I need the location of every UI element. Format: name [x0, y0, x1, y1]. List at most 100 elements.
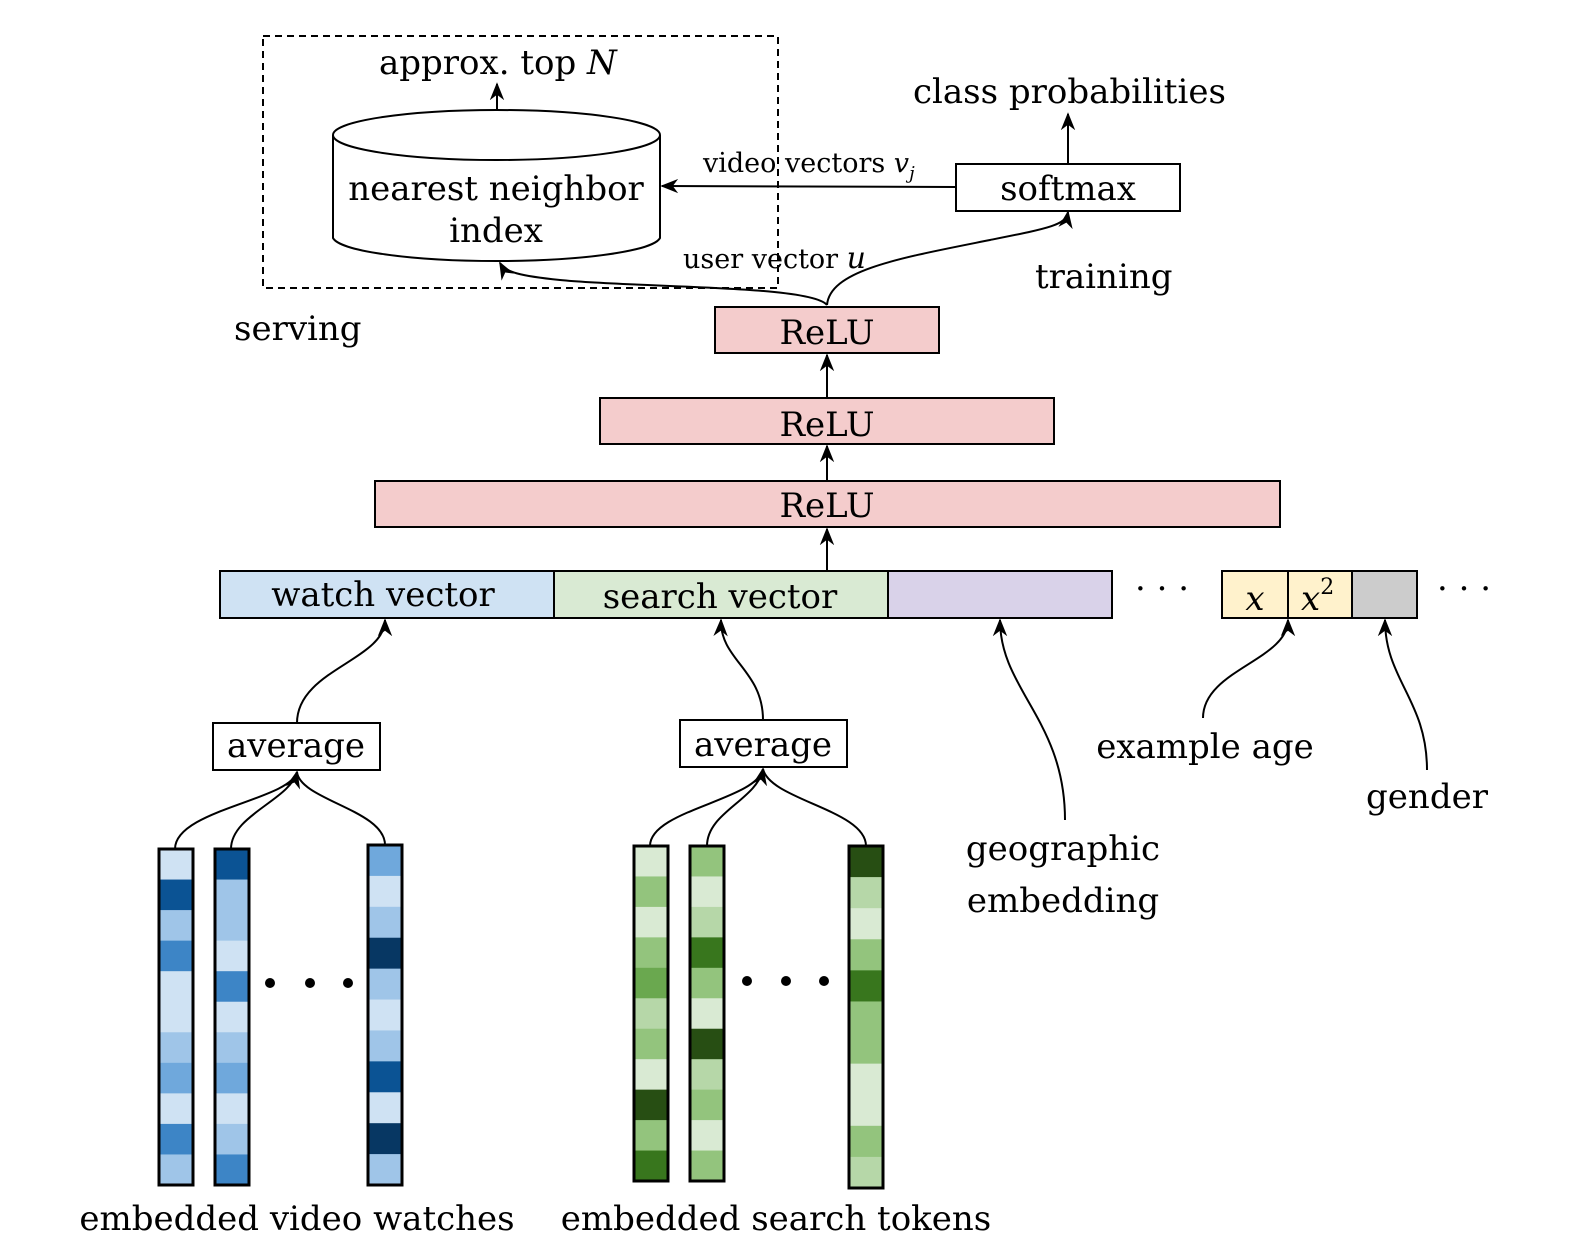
arrow-watch1-to-average: [174, 770, 300, 850]
user-vector-label: user vector u: [683, 241, 866, 276]
index-label-line2: index: [449, 211, 543, 251]
embedding-cell: [215, 879, 249, 911]
embedding-cell: [159, 879, 193, 911]
gender-segment: [1351, 570, 1418, 619]
average-box-watches: [212, 722, 381, 771]
arrow-search1-to-average: [649, 767, 767, 847]
embedded-search-tokens-caption: embedded search tokens: [561, 1199, 992, 1239]
embedding-cell: [159, 849, 193, 881]
embedding-cell: [368, 1123, 402, 1155]
embedding-cell: [368, 937, 402, 970]
embedding-cell: [849, 970, 883, 1002]
search-vector-label: search vector: [603, 577, 838, 617]
embedding-cell: [849, 1094, 883, 1127]
embedding-cell: [849, 877, 883, 909]
video-vectors-label: video vectors vj: [702, 148, 915, 184]
embedding-cell: [215, 1093, 249, 1125]
arrow-search2-to-average: [706, 768, 764, 847]
embedding-cell: [215, 971, 249, 1003]
user-vector-to-index-arrow: [499, 261, 828, 306]
embedding-cell: [368, 845, 402, 877]
relu-label: ReLU: [779, 486, 874, 526]
embedding-cell: [215, 849, 249, 881]
embedding-cell: [159, 971, 193, 1003]
geographic-embedding-segment: [887, 570, 1113, 619]
embedding-cell: [849, 846, 883, 878]
embedding-cell: [634, 937, 668, 969]
embedding-cell: [690, 937, 724, 969]
embedding-cell: [849, 1125, 883, 1158]
arrow-watch2-to-average: [230, 771, 298, 850]
example-age-label: example age: [1096, 727, 1314, 767]
embedding-cell: [159, 1001, 193, 1033]
video-watch-embedding: [366, 843, 404, 1187]
embedding-cell: [690, 998, 724, 1030]
user-vector-to-softmax-arrow: [826, 210, 1073, 306]
embedding-cell: [690, 967, 724, 999]
arrow-geographic-embedding: [992, 618, 1066, 821]
embedding-border: [847, 844, 885, 1190]
serving-label: serving: [234, 309, 362, 349]
embedding-cell: [634, 876, 668, 908]
embedded-video-watches-caption: embedded video watches: [79, 1199, 514, 1239]
embedding-cell: [368, 999, 402, 1031]
embedding-cell: [690, 1150, 724, 1182]
embedding-cell: [690, 1089, 724, 1121]
embedding-cell: [849, 939, 883, 971]
embedding-cell: [690, 906, 724, 938]
arrow-search3-to-average: [762, 768, 867, 847]
average-box-search: [679, 719, 848, 768]
embedding-cell: [690, 1028, 724, 1060]
embedding-cell: [634, 906, 668, 938]
embedding-cell: [368, 968, 402, 1001]
embedding-cell: [159, 910, 193, 942]
index-label-line1: nearest neighbor: [348, 169, 644, 209]
search-token-embedding: [632, 844, 670, 1183]
embedding-cell: [159, 1093, 193, 1125]
embedding-cell: [368, 1030, 402, 1062]
training-label: training: [1035, 257, 1173, 297]
arrow-average-to-search-vector: [713, 618, 764, 721]
ellipsis: · · ·: [1437, 569, 1491, 609]
embedding-cell: [849, 1001, 883, 1034]
arrow-watch3-to-average: [296, 771, 386, 846]
age-x-label: x: [1245, 579, 1264, 619]
relu-layer-middle: [599, 397, 1055, 445]
arrow-average-to-watch-vector: [296, 618, 393, 724]
relu-label: ReLU: [779, 405, 874, 445]
ellipsis-dots-search: [742, 976, 829, 986]
embedding-cell: [690, 876, 724, 908]
embedding-border: [632, 844, 670, 1183]
embedding-cell: [690, 1120, 724, 1152]
relu-layer-bottom: [374, 480, 1281, 528]
embedding-cell: [634, 967, 668, 999]
video-vectors-arrow: [660, 178, 957, 194]
embedding-cell: [215, 1001, 249, 1033]
watch-vector-label: watch vector: [271, 575, 495, 615]
approx-top-n-label: approx. top N: [379, 43, 618, 83]
geographic-label-line2: embedding: [967, 881, 1159, 921]
search-token-embedding: [847, 844, 885, 1190]
embedding-cell: [634, 1089, 668, 1121]
embedding-cell: [368, 1092, 402, 1124]
relu-layer-top: [714, 306, 940, 354]
embedding-cell: [634, 1059, 668, 1091]
embedding-cell: [368, 1154, 402, 1186]
embedding-cell: [215, 940, 249, 972]
embedding-cell: [849, 1063, 883, 1096]
embedding-cell: [368, 906, 402, 939]
arrow-example-age: [1202, 618, 1296, 719]
video-watch-embedding: [213, 847, 251, 1187]
watch-vector-segment: [219, 570, 555, 619]
embedding-cell: [159, 1062, 193, 1094]
relu-label: ReLU: [779, 313, 874, 353]
embedding-cell: [634, 846, 668, 877]
average-label: average: [227, 726, 365, 766]
embedding-border: [157, 847, 195, 1187]
embedding-columns: [157, 843, 885, 1190]
embedding-cell: [368, 1061, 402, 1093]
gender-label: gender: [1366, 777, 1489, 817]
search-token-embedding: [688, 844, 726, 1183]
softmax-label: softmax: [1000, 169, 1136, 209]
